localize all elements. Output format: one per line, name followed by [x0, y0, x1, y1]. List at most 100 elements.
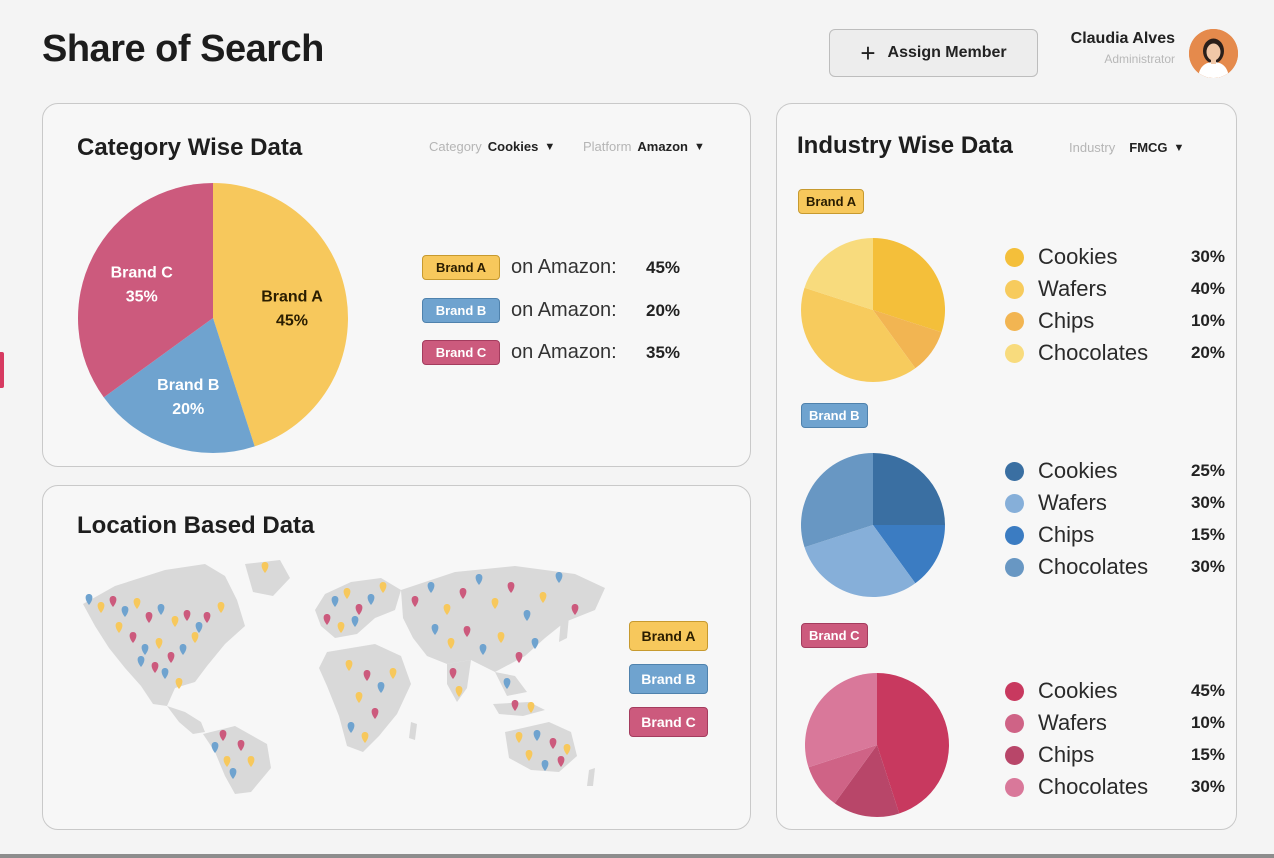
legend-dot: [1005, 343, 1024, 363]
legend-pct: 35%: [646, 342, 681, 362]
map-pin-brand-a-icon[interactable]: [539, 592, 547, 603]
map-pin-brand-a-icon[interactable]: [97, 602, 105, 613]
map-pin-brand-b-icon[interactable]: [347, 722, 355, 733]
map-pin-brand-b-icon[interactable]: [179, 644, 187, 655]
map-pin-brand-c-icon[interactable]: [371, 708, 379, 719]
map-pin-brand-b-icon[interactable]: [479, 644, 487, 655]
map-pin-brand-a-icon[interactable]: [133, 598, 141, 609]
map-pin-brand-c-icon[interactable]: [219, 730, 227, 741]
map-pin-brand-b-icon[interactable]: [195, 622, 203, 633]
map-pin-brand-a-icon[interactable]: [447, 638, 455, 649]
avatar[interactable]: [1189, 29, 1238, 78]
pie-slice-cookies: [873, 238, 945, 333]
map-pin-brand-a-icon[interactable]: [455, 686, 463, 697]
slice-value-brand-c: 35%: [126, 289, 158, 306]
map-pin-brand-a-icon[interactable]: [527, 702, 535, 713]
legend-row-wafers: Wafers 30%: [1005, 487, 1225, 519]
map-pin-brand-c-icon[interactable]: [571, 604, 579, 615]
map-pin-brand-c-icon[interactable]: [183, 610, 191, 621]
legend-name: Cookies: [1038, 458, 1118, 483]
map-pin-brand-c-icon[interactable]: [129, 632, 137, 643]
map-pin-brand-b-icon[interactable]: [427, 582, 435, 593]
map-pin-brand-a-icon[interactable]: [247, 756, 255, 767]
map-pin-brand-b-icon[interactable]: [377, 682, 385, 693]
map-pin-brand-b-icon[interactable]: [121, 606, 129, 617]
map-pin-brand-a-icon[interactable]: [171, 616, 179, 627]
map-pin-brand-c-icon[interactable]: [507, 582, 515, 593]
category-card: Category Wise Data Category Cookies ▼ Pl…: [42, 103, 751, 467]
map-pin-brand-a-icon[interactable]: [443, 604, 451, 615]
map-pin-brand-b-icon[interactable]: [229, 768, 237, 779]
map-pin-brand-c-icon[interactable]: [355, 604, 363, 615]
map-pin-brand-c-icon[interactable]: [411, 596, 419, 607]
map-pin-brand-c-icon[interactable]: [363, 670, 371, 681]
category-filter-label: Category: [429, 139, 482, 154]
map-pin-brand-a-icon[interactable]: [217, 602, 225, 613]
brand-b-industry-legend: Cookies 25% Wafers 30% Chips 15% Chocolates…: [1005, 455, 1225, 583]
map-pin-brand-a-icon[interactable]: [563, 744, 571, 755]
map-pin-brand-a-icon[interactable]: [497, 632, 505, 643]
map-pin-brand-b-icon[interactable]: [367, 594, 375, 605]
legend-dot: [1005, 713, 1024, 733]
map-pin-brand-c-icon[interactable]: [511, 700, 519, 711]
map-pin-brand-a-icon[interactable]: [155, 638, 163, 649]
map-pin-brand-b-icon[interactable]: [157, 604, 165, 615]
industry-brand-c-badge: Brand C: [801, 623, 868, 648]
brand-b-badge: Brand B: [422, 298, 500, 323]
map-pin-brand-a-icon[interactable]: [223, 756, 231, 767]
map-pin-brand-b-icon[interactable]: [431, 624, 439, 635]
map-pin-brand-b-icon[interactable]: [503, 678, 511, 689]
map-pin-brand-a-icon[interactable]: [515, 732, 523, 743]
brand-c-industry-legend: Cookies 45% Wafers 10% Chips 15% Chocolates…: [1005, 675, 1225, 803]
map-pin-brand-a-icon[interactable]: [175, 678, 183, 689]
map-pin-brand-c-icon[interactable]: [109, 596, 117, 607]
map-pin-brand-a-icon[interactable]: [343, 588, 351, 599]
map-pin-brand-a-icon[interactable]: [361, 732, 369, 743]
map-pin-brand-c-icon[interactable]: [167, 652, 175, 663]
map-pin-brand-b-icon[interactable]: [531, 638, 539, 649]
map-pin-brand-c-icon[interactable]: [449, 668, 457, 679]
map-pin-brand-c-icon[interactable]: [463, 626, 471, 637]
map-pin-brand-a-icon[interactable]: [355, 692, 363, 703]
pie-slice-chips: [873, 525, 945, 584]
legend-dot: [1005, 745, 1024, 765]
map-pin-brand-c-icon[interactable]: [151, 662, 159, 673]
map-pin-brand-b-icon[interactable]: [541, 760, 549, 771]
map-pin-brand-a-icon[interactable]: [115, 622, 123, 633]
assign-member-button[interactable]: + Assign Member: [829, 29, 1038, 77]
map-pin-brand-c-icon[interactable]: [515, 652, 523, 663]
map-pin-brand-a-icon[interactable]: [491, 598, 499, 609]
map-pin-brand-a-icon[interactable]: [261, 562, 269, 573]
map-pin-brand-a-icon[interactable]: [345, 660, 353, 671]
legend-row-wafers: Wafers 40%: [1005, 273, 1225, 305]
platform-filter[interactable]: Platform Amazon ▼: [583, 139, 705, 154]
map-pin-brand-c-icon[interactable]: [557, 756, 565, 767]
map-pin-brand-c-icon[interactable]: [145, 612, 153, 623]
map-pin-brand-b-icon[interactable]: [475, 574, 483, 585]
map-pin-brand-c-icon[interactable]: [323, 614, 331, 625]
industry-filter[interactable]: Industry FMCG ▼: [1069, 140, 1184, 155]
pie-slice-chips: [873, 310, 942, 369]
map-pin-brand-a-icon[interactable]: [337, 622, 345, 633]
bottom-divider: [0, 854, 1274, 858]
map-pin-brand-b-icon[interactable]: [351, 616, 359, 627]
map-pin-brand-a-icon[interactable]: [389, 668, 397, 679]
category-filter[interactable]: Category Cookies ▼: [429, 139, 555, 154]
legend-row-chocolates: Chocolates 30%: [1005, 551, 1225, 583]
map-pin-brand-b-icon[interactable]: [533, 730, 541, 741]
map-pin-brand-c-icon[interactable]: [549, 738, 557, 749]
map-pin-brand-c-icon[interactable]: [237, 740, 245, 751]
map-pin-brand-a-icon[interactable]: [379, 582, 387, 593]
map-pin-brand-b-icon[interactable]: [161, 668, 169, 679]
map-pin-brand-a-icon[interactable]: [191, 632, 199, 643]
map-pin-brand-b-icon[interactable]: [523, 610, 531, 621]
map-pin-brand-b-icon[interactable]: [555, 572, 563, 583]
map-pin-brand-b-icon[interactable]: [137, 656, 145, 667]
map-pin-brand-a-icon[interactable]: [525, 750, 533, 761]
map-pin-brand-b-icon[interactable]: [141, 644, 149, 655]
map-pin-brand-c-icon[interactable]: [203, 612, 211, 623]
map-pin-brand-b-icon[interactable]: [85, 594, 93, 605]
map-pin-brand-b-icon[interactable]: [331, 596, 339, 607]
map-pin-brand-b-icon[interactable]: [211, 742, 219, 753]
map-pin-brand-c-icon[interactable]: [459, 588, 467, 599]
